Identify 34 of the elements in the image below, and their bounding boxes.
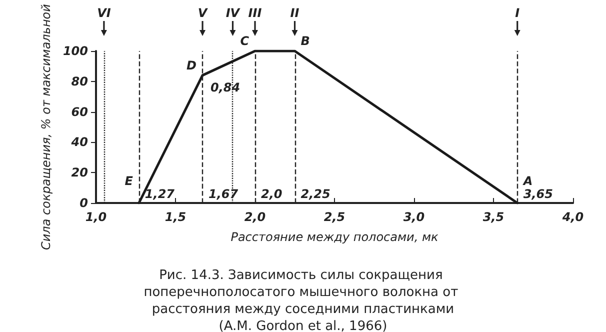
annotation: 1,67 <box>208 187 239 201</box>
annotation: 1,27 <box>144 187 176 201</box>
x-tick-label: 3,0 <box>403 210 425 224</box>
annotation: D <box>186 58 197 72</box>
annotation: A <box>522 174 533 188</box>
y-tick-label: 20 <box>71 166 88 180</box>
y-tick-label: 80 <box>71 74 88 88</box>
y-tick-label: 40 <box>70 135 88 150</box>
x-tick-label: 3,5 <box>482 210 504 224</box>
ref-line-label: III <box>248 6 262 20</box>
x-tick-label: 2,0 <box>244 210 266 224</box>
annotation: C <box>240 34 250 48</box>
ref-line-label: I <box>515 6 520 20</box>
text: Рис. 14.3. Зависимость силы сокращения поперечнополосатого мышечного волокна от расстояния между соседними пластинками <box>144 268 462 317</box>
ref-line-label: VI <box>97 6 112 20</box>
x-tick-label: 4,0 <box>561 210 584 224</box>
x-tick-label: 1,0 <box>85 210 107 224</box>
x-tick-label: 2,5 <box>324 210 346 224</box>
annotation: B <box>300 34 310 48</box>
ref-line-label: IV <box>226 6 242 20</box>
annotation: 2,0 <box>261 187 282 201</box>
annotation: E <box>124 174 134 188</box>
text: (A.M. Gordon et al., 1966) <box>218 319 388 332</box>
annotation: 3,65 <box>523 187 553 201</box>
y-tick-label: 100 <box>62 44 88 58</box>
y-axis-title: Сила сокращения, % от максимальной <box>39 4 54 250</box>
annotation: 0,84 <box>210 80 240 94</box>
y-tick-label: 0 <box>80 196 88 210</box>
annotation: 2,25 <box>300 187 330 201</box>
x-axis-title: Расстояние между полосами, мк <box>230 230 440 244</box>
y-tick-label: 60 <box>71 104 88 119</box>
x-tick-label: 1,5 <box>164 210 186 224</box>
ref-line-label: II <box>290 6 300 20</box>
ref-line-label: V <box>198 6 209 20</box>
